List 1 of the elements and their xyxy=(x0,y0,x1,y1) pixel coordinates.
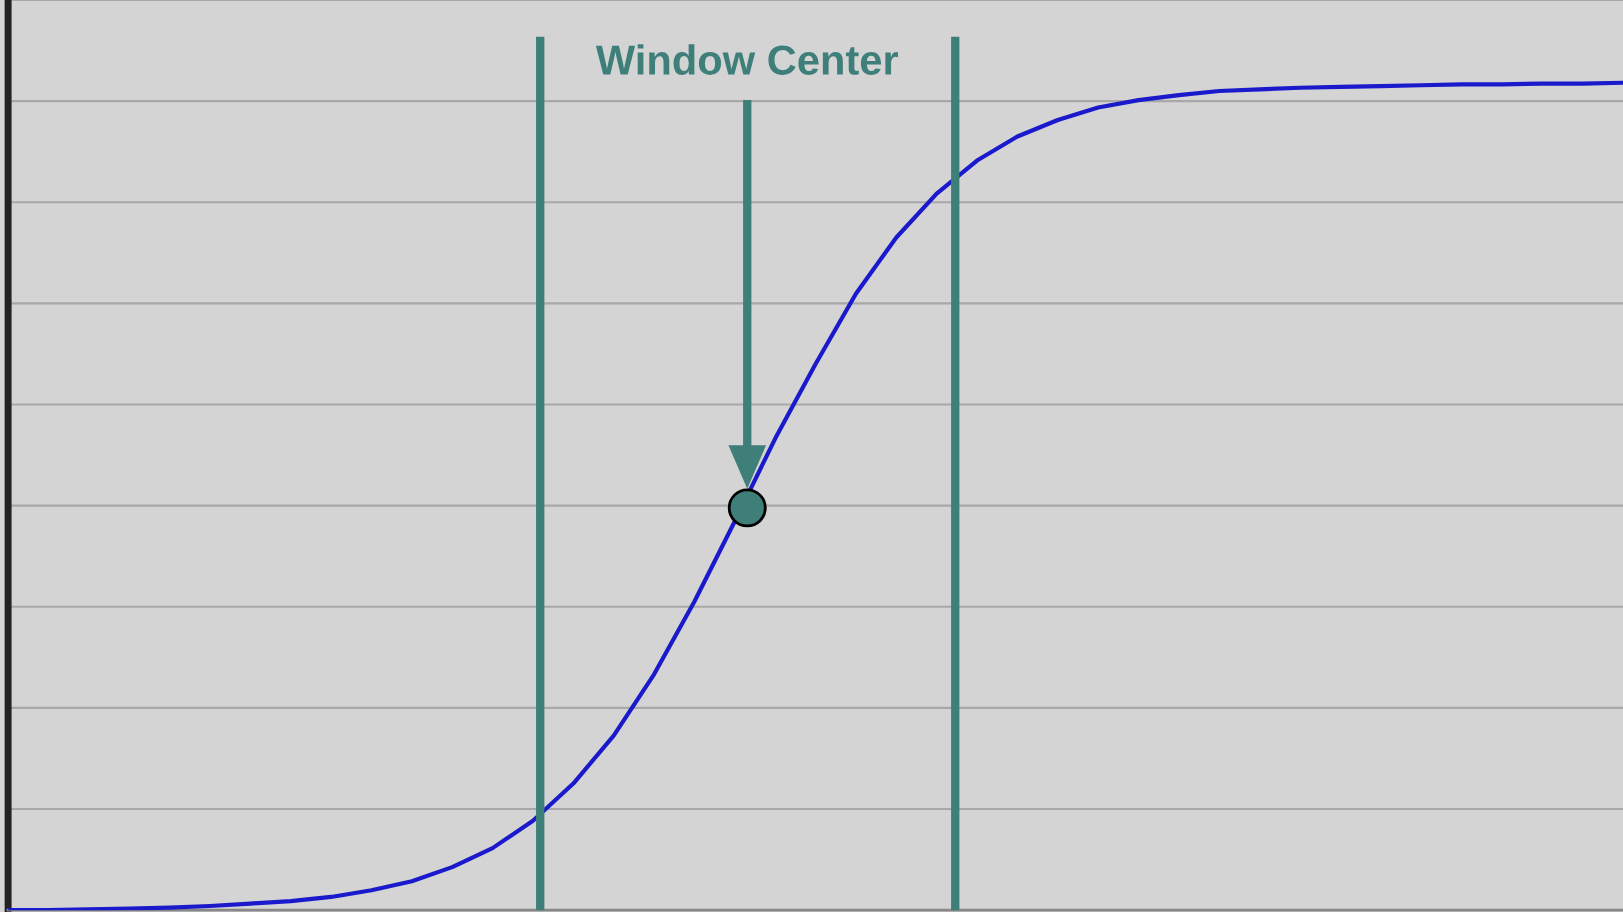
text: Window Center xyxy=(595,44,899,75)
